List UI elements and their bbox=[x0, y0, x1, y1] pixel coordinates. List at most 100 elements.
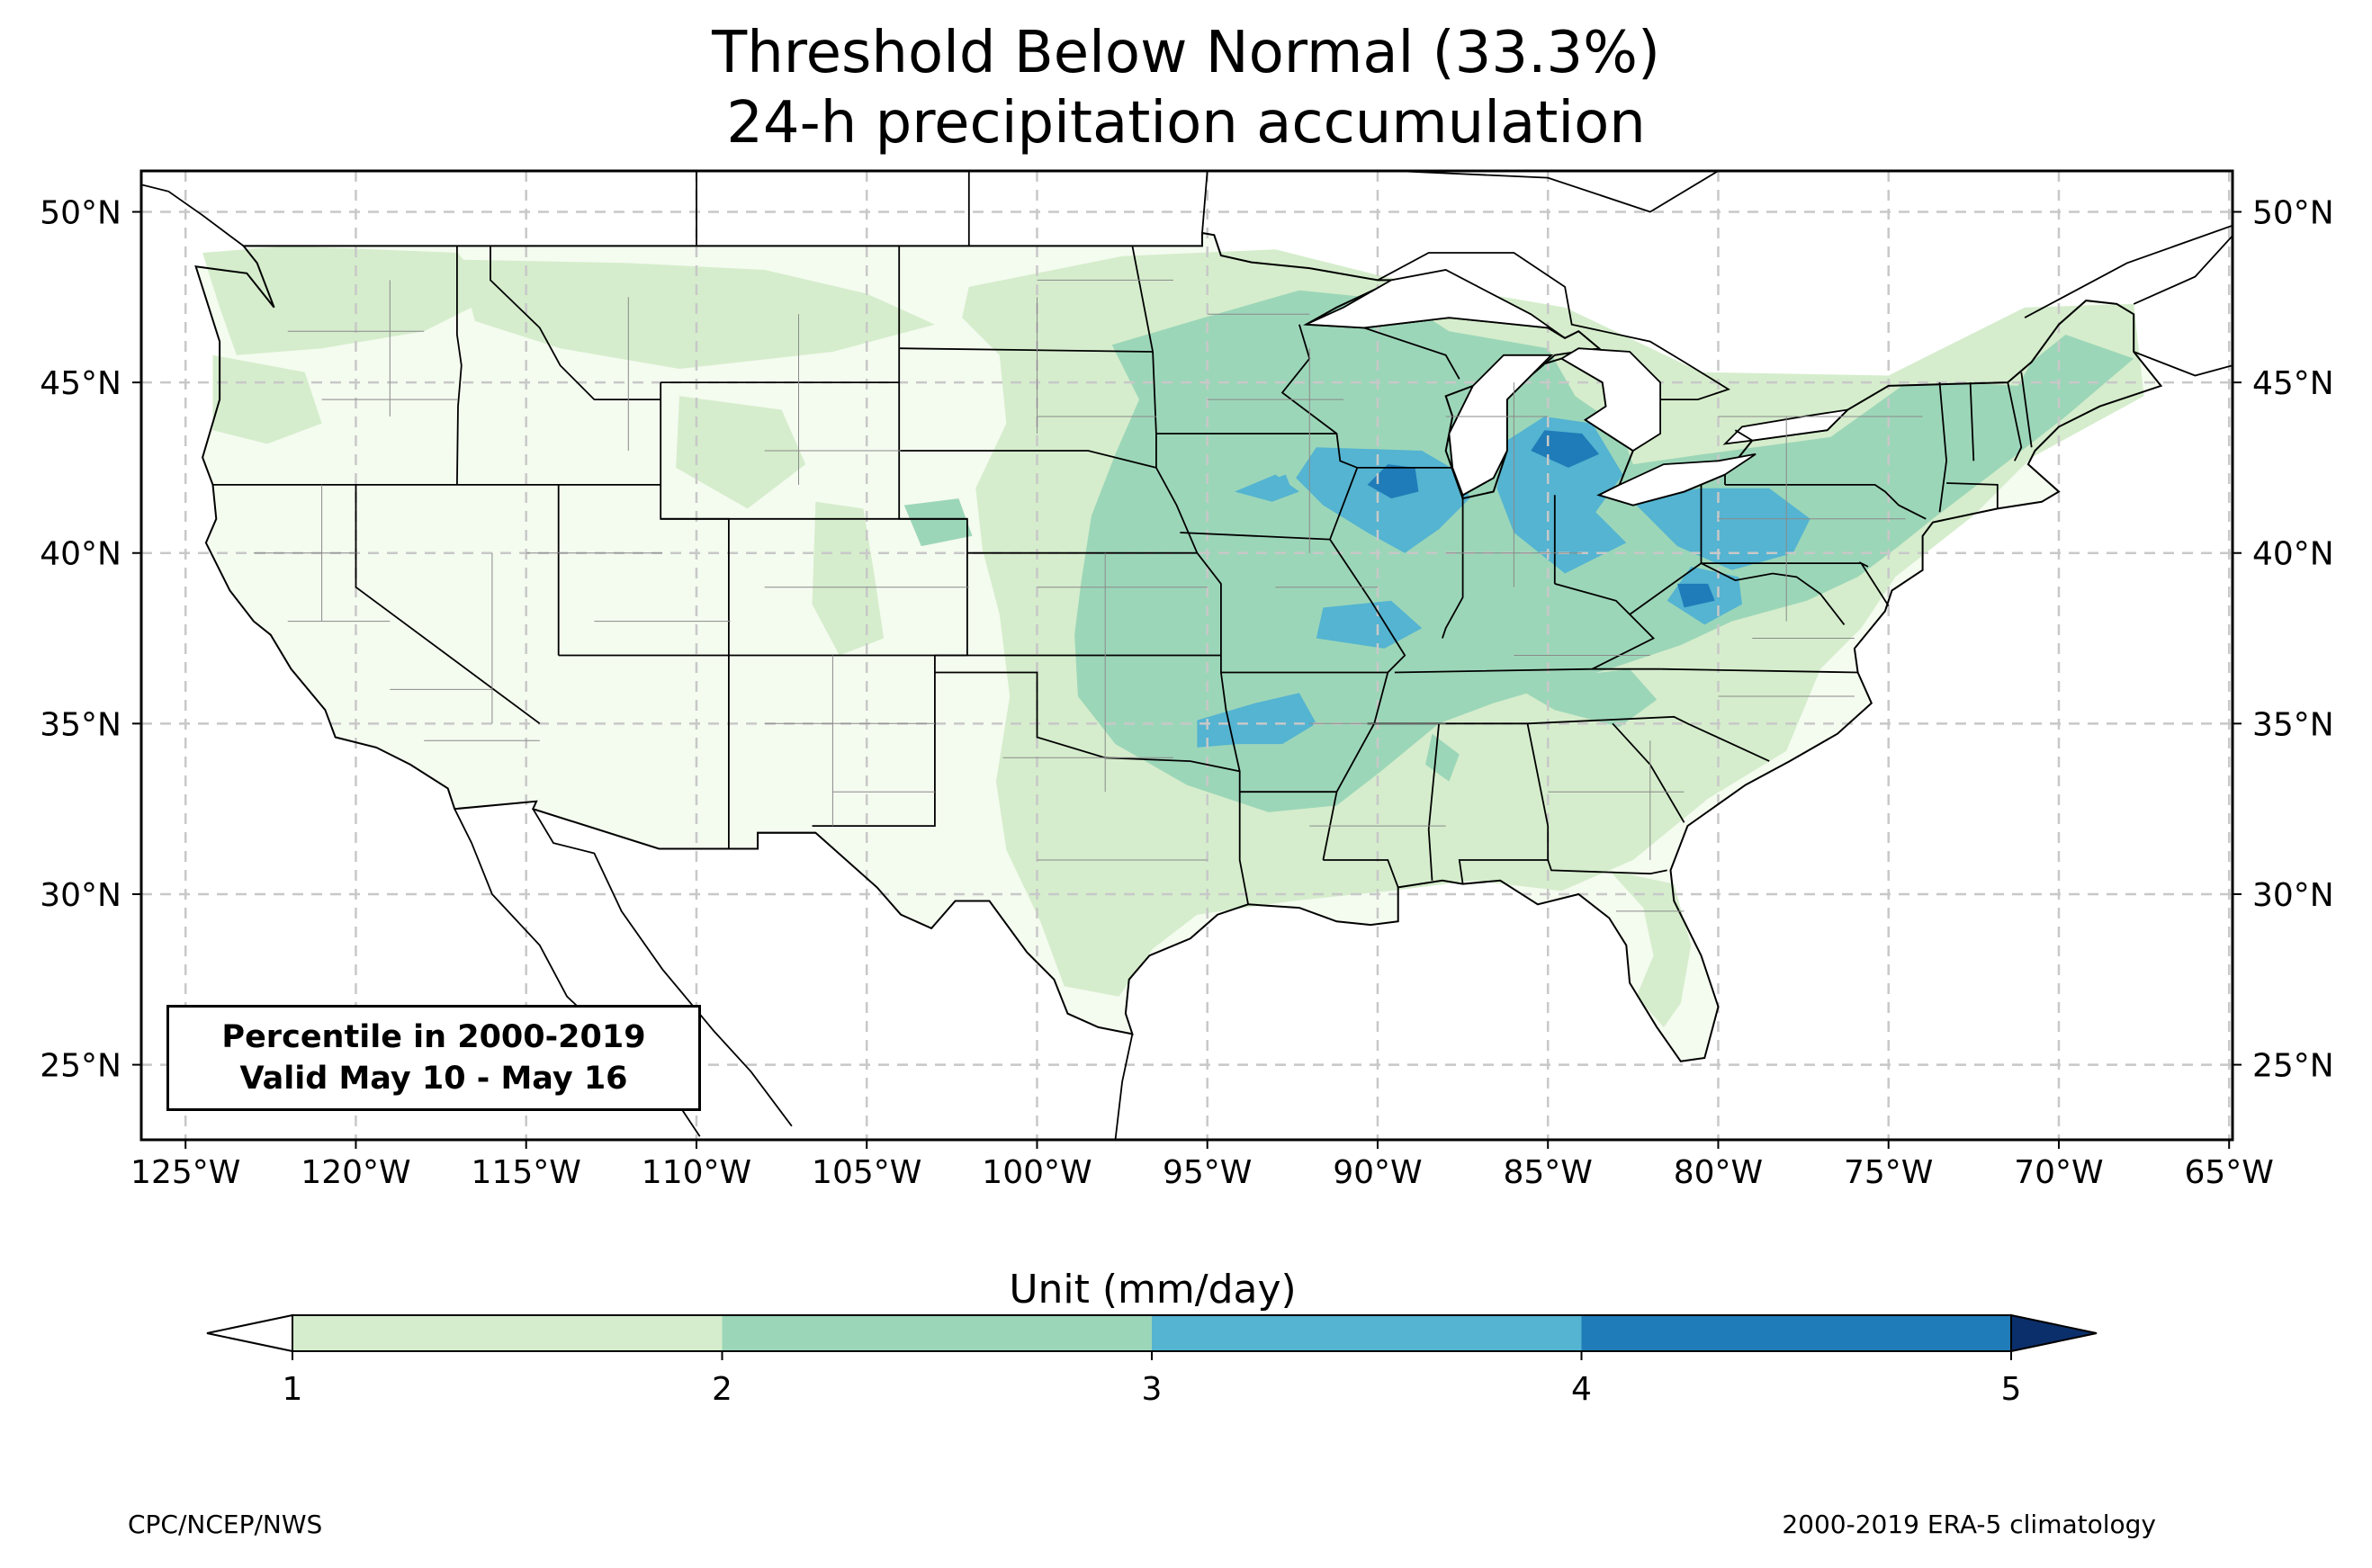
band-1-2-oregon bbox=[212, 354, 322, 444]
colorbar-tick-label-1: 2 bbox=[712, 1371, 732, 1408]
coastline-extra-0 bbox=[141, 184, 245, 247]
precip-contours bbox=[202, 246, 2144, 1027]
lat-tick-label-left-2: 35°N bbox=[40, 706, 121, 743]
lon-tick-label-4: 105°W bbox=[812, 1154, 921, 1191]
state-boundary-16 bbox=[1131, 246, 1337, 435]
info-box-line1: Percentile in 2000-2019 bbox=[221, 1019, 646, 1055]
state-boundary-10 bbox=[812, 655, 936, 827]
lon-tick-label-7: 90°W bbox=[1333, 1154, 1422, 1191]
state-boundary-44 bbox=[2020, 372, 2033, 448]
lat-tick-label-left-3: 40°N bbox=[40, 536, 121, 573]
band-1-2-wyoming bbox=[676, 396, 806, 509]
band-3-4-missouri bbox=[1316, 600, 1423, 649]
band-1-2-pacific-nw bbox=[202, 246, 492, 355]
colorbar-under-arrow bbox=[206, 1313, 293, 1353]
lat-tick-label-left-0: 25°N bbox=[40, 1048, 121, 1085]
state-boundary-42 bbox=[1969, 382, 1975, 461]
state-boundary-28 bbox=[1367, 715, 1770, 762]
lat-tick-label-right-1: 30°N bbox=[2252, 877, 2334, 914]
axis-ticks: 125°W 120°W 115°W 110°W 105°W 100°W 95°W 90°W 85… bbox=[40, 195, 2334, 1191]
state-boundary-46 bbox=[1363, 327, 1460, 380]
colorbar-tick-label-0: 1 bbox=[283, 1371, 303, 1408]
band-3-4-ark-okla bbox=[1197, 693, 1316, 748]
colorbar-segment-1 bbox=[722, 1315, 1153, 1351]
band-3-4-iowa-illinois bbox=[1296, 447, 1470, 553]
coastline-extra-6 bbox=[1734, 429, 1753, 442]
state-boundary-35 bbox=[1629, 562, 1703, 615]
lat-tick-label-right-0: 25°N bbox=[2252, 1048, 2334, 1085]
colorbar-tick-label-3: 4 bbox=[1571, 1371, 1592, 1408]
great-lake-1 bbox=[1448, 354, 1554, 497]
lon-tick-label-12: 65°W bbox=[2185, 1154, 2274, 1191]
colorbar-tick-label-2: 3 bbox=[1142, 1371, 1163, 1408]
lon-tick-label-3: 110°W bbox=[642, 1154, 751, 1191]
lat-tick-label-left-4: 45°N bbox=[40, 365, 121, 402]
band-3-4-small bbox=[1258, 474, 1293, 496]
info-box: Percentile in 2000-2019 Valid May 10 - M… bbox=[166, 1005, 701, 1111]
coastline-extra-9 bbox=[2133, 351, 2233, 377]
colorbar-over-arrow bbox=[2010, 1313, 2098, 1353]
state-boundary-2 bbox=[355, 484, 541, 725]
state-boundary-36 bbox=[1701, 562, 1846, 625]
state-boundary-33 bbox=[1660, 668, 1858, 674]
state-boundary-40 bbox=[1938, 382, 1948, 513]
band-2-3-appalachian bbox=[1514, 668, 1658, 728]
lon-tick-label-8: 85°W bbox=[1504, 1154, 1593, 1191]
band-1-2-montana bbox=[458, 259, 935, 369]
great-lake-2 bbox=[1559, 347, 1661, 452]
coastline-extra-8 bbox=[2024, 224, 2233, 318]
lon-tick-label-0: 125°W bbox=[130, 1154, 240, 1191]
colorbar: 1 2 3 4 5 bbox=[206, 1313, 2098, 1408]
map-frame bbox=[139, 169, 2234, 1142]
coastline-extra-7 bbox=[2133, 235, 2233, 305]
state-boundary-17 bbox=[1155, 434, 1249, 905]
title-line-1: Threshold Below Normal (33.3%) bbox=[712, 20, 1660, 86]
lon-tick-label-6: 95°W bbox=[1163, 1154, 1252, 1191]
state-boundary-11 bbox=[899, 347, 1154, 353]
state-boundary-24 bbox=[1442, 495, 1464, 639]
state-boundary-21 bbox=[1323, 859, 1399, 888]
lat-tick-label-right-3: 40°N bbox=[2252, 536, 2334, 573]
state-boundary-14 bbox=[934, 671, 1240, 773]
state-boundary-27 bbox=[1394, 583, 1656, 674]
lon-tick-label-2: 115°W bbox=[472, 1154, 581, 1191]
band-4-5-west-virginia bbox=[1677, 583, 1715, 608]
colorbar-tick-label-4: 5 bbox=[2001, 1371, 2022, 1408]
state-boundary-18 bbox=[1180, 532, 1331, 541]
band-3-4-pennsylvania bbox=[1630, 488, 1810, 570]
colorbar-segment-0 bbox=[292, 1315, 723, 1351]
footer-right-credit: 2000-2019 ERA-5 climatology bbox=[1782, 1510, 2156, 1539]
coastline-extra-14 bbox=[1492, 1139, 1494, 1140]
lon-tick-label-10: 75°W bbox=[1844, 1154, 1933, 1191]
band-2-3-ne-colorado bbox=[903, 498, 973, 547]
state-boundary-38 bbox=[1725, 484, 1927, 520]
state-boundary-5 bbox=[490, 246, 661, 400]
state-boundary-23 bbox=[1322, 467, 1406, 861]
coastline-extra-5 bbox=[1377, 252, 1730, 400]
coastline-extra-1 bbox=[757, 831, 816, 849]
coastline-extra-2 bbox=[532, 808, 793, 1127]
colorbar-segment-2 bbox=[1152, 1315, 1582, 1351]
state-boundary-39 bbox=[1858, 560, 1890, 606]
state-boundary-0 bbox=[456, 246, 463, 485]
lon-tick-label-5: 100°W bbox=[982, 1154, 1092, 1191]
lat-tick-label-right-2: 35°N bbox=[2252, 706, 2334, 743]
colorbar-title: Unit (mm/day) bbox=[1009, 1267, 1297, 1313]
band-4-5-illinois bbox=[1367, 464, 1419, 499]
great-lake-0 bbox=[1306, 269, 1566, 339]
footer-left-credit: CPC/NCEP/NWS bbox=[128, 1510, 323, 1539]
state-boundary-29 bbox=[1427, 723, 1440, 881]
state-boundary-12 bbox=[899, 450, 1157, 469]
coastline-extra-13 bbox=[1394, 171, 1719, 213]
info-box-line2: Valid May 10 - May 16 bbox=[239, 1061, 628, 1097]
great-lake-3 bbox=[1596, 452, 1757, 506]
state-boundary-41 bbox=[2007, 381, 2023, 461]
state-boundary-43 bbox=[1946, 482, 1999, 509]
title-line-2: 24-h precipitation accumulation bbox=[726, 90, 1646, 157]
lon-tick-label-1: 120°W bbox=[301, 1154, 410, 1191]
band-1-2-florida bbox=[1609, 870, 1692, 1027]
boundary-lines bbox=[141, 171, 2233, 1140]
coastline-extra-10 bbox=[1201, 171, 1208, 234]
lat-tick-label-left-5: 50°N bbox=[40, 195, 121, 232]
